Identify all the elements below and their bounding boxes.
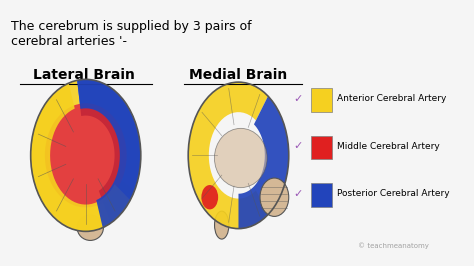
FancyBboxPatch shape — [311, 183, 332, 207]
Polygon shape — [31, 83, 130, 231]
Polygon shape — [238, 96, 289, 228]
Ellipse shape — [77, 215, 103, 240]
Text: ✓: ✓ — [293, 94, 302, 104]
Ellipse shape — [215, 211, 229, 239]
Text: ✓: ✓ — [293, 189, 302, 198]
Text: Medial Brain: Medial Brain — [189, 68, 288, 82]
Text: Posterior Cerebral Artery: Posterior Cerebral Artery — [337, 189, 449, 198]
Ellipse shape — [201, 185, 218, 209]
Polygon shape — [31, 80, 135, 231]
Text: Anterior Cerebral Artery: Anterior Cerebral Artery — [337, 94, 446, 103]
Polygon shape — [188, 82, 268, 228]
Text: Middle Cerebral Artery: Middle Cerebral Artery — [337, 142, 439, 151]
Polygon shape — [77, 79, 141, 228]
Polygon shape — [45, 103, 127, 207]
Ellipse shape — [214, 128, 267, 188]
Text: Lateral Brain: Lateral Brain — [33, 68, 135, 82]
Ellipse shape — [260, 178, 289, 217]
Polygon shape — [77, 79, 141, 223]
Text: The cerebrum is supplied by 3 pairs of
cerebral arteries '-: The cerebrum is supplied by 3 pairs of c… — [10, 20, 251, 48]
FancyBboxPatch shape — [311, 88, 332, 112]
FancyBboxPatch shape — [311, 136, 332, 159]
Text: ✓: ✓ — [293, 141, 302, 151]
Text: © teachmeanatomy: © teachmeanatomy — [358, 242, 429, 249]
